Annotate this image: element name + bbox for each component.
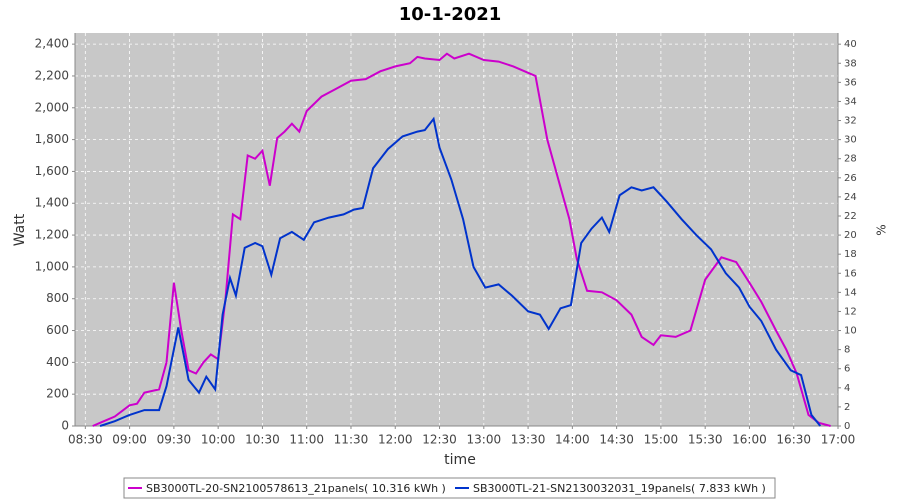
y-tick-label: 2,200 xyxy=(35,68,69,82)
legend-label: SB3000TL-20-SN2100578613_21panels( 10.31… xyxy=(146,482,446,495)
chart-title: 10-1-2021 xyxy=(399,4,502,25)
x-tick-label: 16:30 xyxy=(776,433,811,447)
x-tick-label: 12:30 xyxy=(422,433,457,447)
x-tick-label: 16:00 xyxy=(732,433,767,447)
x-tick-label: 12:00 xyxy=(378,433,413,447)
y2-tick-label: 26 xyxy=(844,173,857,184)
x-tick-label: 11:00 xyxy=(289,433,324,447)
y-tick-label: 800 xyxy=(46,291,69,305)
y-tick-label: 1,800 xyxy=(35,132,69,146)
y2-tick-label: 14 xyxy=(844,287,857,298)
y2-tick-label: 4 xyxy=(844,383,850,394)
x-tick-label: 09:00 xyxy=(112,433,147,447)
y2-axis-label: % xyxy=(875,224,889,235)
y-tick-label: 1,400 xyxy=(35,196,69,210)
y-tick-label: 1,000 xyxy=(35,259,69,273)
y-tick-label: 200 xyxy=(46,387,69,401)
y2-tick-label: 16 xyxy=(844,268,857,279)
x-tick-label: 13:00 xyxy=(467,433,502,447)
x-axis-label: time xyxy=(444,452,476,468)
y-tick-label: 0 xyxy=(61,419,69,433)
x-tick-label: 08:30 xyxy=(68,433,103,447)
legend-label: SB3000TL-21-SN2130032031_19panels( 7.833… xyxy=(473,482,766,495)
y2-tick-label: 2 xyxy=(844,402,850,413)
y2-tick-label: 10 xyxy=(844,326,857,337)
x-tick-label: 10:30 xyxy=(245,433,280,447)
x-tick-label: 15:30 xyxy=(688,433,723,447)
plot-area xyxy=(75,33,838,426)
y2-tick-label: 20 xyxy=(844,230,857,241)
x-tick-label: 09:30 xyxy=(157,433,192,447)
y-axis-label: Watt xyxy=(12,213,28,246)
y2-tick-label: 30 xyxy=(844,135,857,146)
x-tick-label: 15:00 xyxy=(644,433,679,447)
x-tick-label: 10:00 xyxy=(201,433,236,447)
y2-tick-label: 18 xyxy=(844,249,857,260)
y2-tick-label: 36 xyxy=(844,77,857,88)
y2-tick-label: 38 xyxy=(844,58,857,69)
y2-tick-label: 34 xyxy=(844,96,857,107)
x-tick-label: 13:30 xyxy=(511,433,546,447)
x-tick-label: 17:00 xyxy=(821,433,856,447)
y2-tick-label: 8 xyxy=(844,345,850,356)
x-tick-label: 14:00 xyxy=(555,433,590,447)
series-line xyxy=(92,52,831,427)
legend xyxy=(123,477,776,499)
y-tick-label: 600 xyxy=(46,323,69,337)
y-tick-label: 2,000 xyxy=(35,100,69,114)
y2-tick-label: 12 xyxy=(844,306,857,317)
y2-tick-label: 40 xyxy=(844,39,857,50)
y-tick-label: 400 xyxy=(46,355,69,369)
x-tick-label: 11:30 xyxy=(334,433,369,447)
y2-tick-label: 6 xyxy=(844,364,850,375)
y-tick-label: 1,200 xyxy=(35,228,69,242)
y2-tick-label: 32 xyxy=(844,116,857,127)
x-tick-label: 14:30 xyxy=(599,433,634,447)
y2-tick-label: 0 xyxy=(844,421,850,432)
y2-tick-label: 28 xyxy=(844,154,857,165)
series-line xyxy=(99,116,822,427)
y2-tick-label: 24 xyxy=(844,192,857,203)
y2-tick-label: 22 xyxy=(844,211,857,222)
y-tick-label: 2,400 xyxy=(35,37,69,51)
y-tick-label: 1,600 xyxy=(35,164,69,178)
